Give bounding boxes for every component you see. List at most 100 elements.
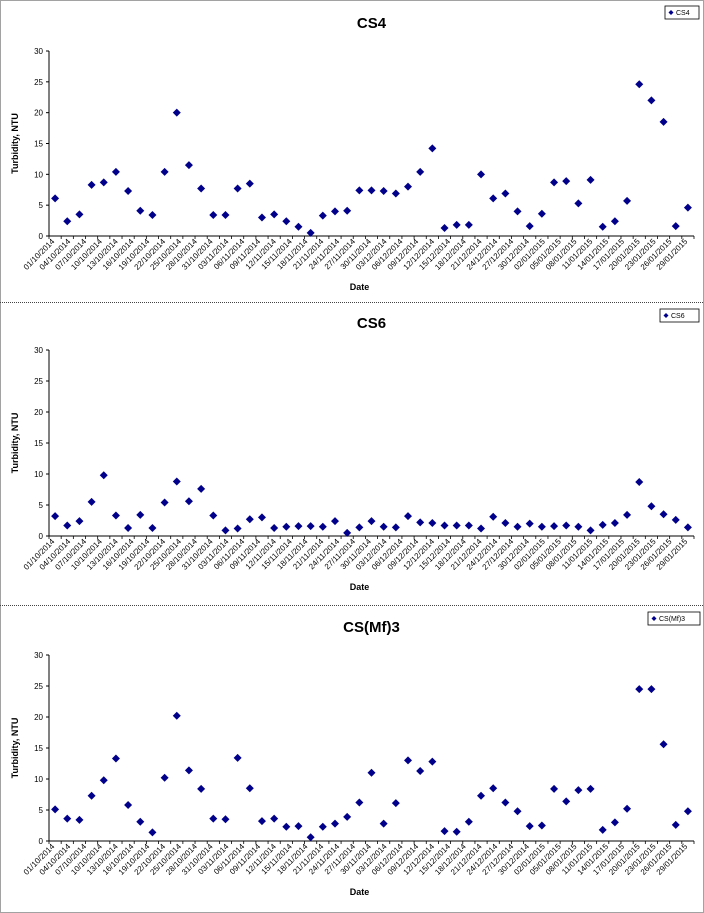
- data-point: [184, 497, 193, 506]
- data-point: [464, 521, 473, 530]
- data-point: [197, 784, 206, 793]
- data-point: [428, 757, 437, 766]
- y-tick-label: 30: [34, 651, 43, 660]
- y-tick-label: 5: [39, 501, 44, 510]
- chart-panel-3: CS(Mf)305101520253001/10/201404/10/20140…: [0, 605, 704, 897]
- legend-label: CS6: [671, 313, 685, 320]
- data-point: [343, 812, 352, 821]
- data-point: [525, 822, 534, 831]
- data-point: [306, 833, 315, 842]
- data-point: [221, 526, 230, 535]
- data-point: [343, 528, 352, 537]
- chart-panel-2: CS605101520253001/10/201404/10/201407/10…: [0, 302, 704, 592]
- y-tick-label: 0: [39, 532, 44, 541]
- data-point: [221, 815, 230, 824]
- chart-title: CS6: [357, 315, 386, 332]
- data-point: [477, 791, 486, 800]
- data-point: [355, 798, 364, 807]
- chart-panel-1: CS405101520253001/10/201404/10/201407/10…: [10, 5, 700, 292]
- legend-box: [659, 308, 700, 323]
- data-point: [416, 167, 425, 176]
- data-point: [391, 189, 400, 198]
- data-point: [172, 711, 181, 720]
- y-axis-label: Turbidity, NTU: [10, 718, 20, 779]
- data-point: [99, 776, 108, 785]
- data-point: [343, 206, 352, 215]
- chart-title: CS(Mf)3: [343, 619, 400, 636]
- data-point: [452, 521, 461, 530]
- data-point: [355, 186, 364, 195]
- data-point: [598, 825, 607, 834]
- data-point: [610, 518, 619, 527]
- data-point: [489, 784, 498, 793]
- data-point: [355, 523, 364, 532]
- data-point: [562, 797, 571, 806]
- data-point: [562, 177, 571, 186]
- data-point: [379, 186, 388, 195]
- data-point: [623, 804, 632, 813]
- data-point: [136, 510, 145, 519]
- data-point: [330, 207, 339, 216]
- data-point: [282, 822, 291, 831]
- y-axis-label: Turbidity, NTU: [10, 413, 20, 474]
- y-tick-label: 20: [34, 408, 43, 417]
- data-point: [209, 211, 218, 220]
- data-point: [160, 167, 169, 176]
- data-point: [464, 817, 473, 826]
- data-point: [99, 178, 108, 187]
- data-point: [489, 194, 498, 203]
- data-point: [477, 170, 486, 179]
- data-point: [87, 180, 96, 189]
- data-point: [635, 685, 644, 694]
- y-axis-label: Turbidity, NTU: [10, 113, 20, 174]
- data-point: [51, 512, 60, 521]
- data-point: [294, 822, 303, 831]
- y-tick-label: 25: [34, 377, 43, 386]
- x-axis-label: Date: [350, 887, 370, 897]
- data-point: [452, 220, 461, 229]
- y-tick-label: 30: [34, 346, 43, 355]
- data-point: [428, 518, 437, 527]
- y-tick-label: 25: [34, 78, 43, 87]
- data-point: [440, 223, 449, 232]
- data-point: [391, 799, 400, 808]
- data-point: [172, 108, 181, 117]
- data-point: [87, 497, 96, 506]
- y-tick-label: 10: [34, 470, 43, 479]
- data-point: [221, 211, 230, 220]
- data-point: [623, 196, 632, 205]
- data-point: [416, 518, 425, 527]
- data-point: [75, 210, 84, 219]
- data-point: [513, 207, 522, 216]
- data-point: [659, 117, 668, 126]
- data-point: [111, 167, 120, 176]
- y-tick-label: 5: [39, 806, 44, 815]
- data-point: [306, 228, 315, 237]
- data-point: [330, 819, 339, 828]
- data-point: [659, 510, 668, 519]
- legend-label: CS(Mf)3: [659, 616, 685, 623]
- data-point: [537, 209, 546, 218]
- data-point: [683, 203, 692, 212]
- data-point: [428, 144, 437, 153]
- data-point: [586, 175, 595, 184]
- legend-marker: [668, 10, 674, 15]
- data-point: [124, 186, 133, 195]
- data-point: [270, 210, 279, 219]
- data-point: [379, 819, 388, 828]
- data-point: [550, 522, 559, 531]
- data-point: [501, 798, 510, 807]
- data-point: [63, 814, 72, 823]
- data-point: [440, 827, 449, 836]
- data-point: [245, 784, 254, 793]
- data-point: [63, 217, 72, 226]
- data-point: [148, 211, 157, 220]
- data-point: [294, 522, 303, 531]
- y-tick-label: 20: [34, 109, 43, 118]
- data-point: [635, 80, 644, 89]
- y-tick-label: 0: [39, 232, 44, 241]
- data-point: [610, 217, 619, 226]
- y-tick-label: 10: [34, 775, 43, 784]
